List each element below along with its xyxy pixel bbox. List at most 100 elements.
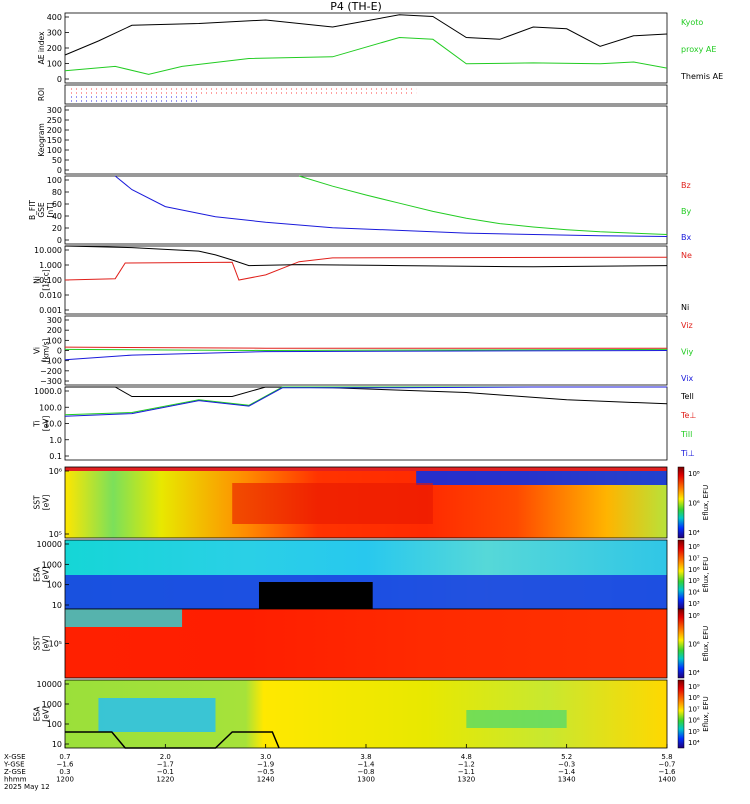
- bottom-column-value: 1340: [558, 776, 576, 784]
- sst_i-frame: [64, 466, 668, 539]
- bottom-column-value: 3.0: [260, 753, 271, 761]
- colorbar-gradient: [677, 539, 685, 610]
- bottom-column-value: −1.1: [458, 768, 475, 776]
- colorbar-tick-label: 10⁶: [688, 717, 700, 725]
- colorbar-tick-label: 10⁷: [688, 705, 700, 713]
- keogram-ylabel: Keogram: [37, 123, 46, 157]
- bottom-column-value: −1.4: [558, 768, 576, 776]
- sst-ion-top-band: [65, 467, 667, 471]
- y-tick-label: 200: [47, 126, 62, 135]
- bottom-row-label: hhmm: [4, 776, 27, 784]
- ylabel-line: ESA: [33, 566, 42, 582]
- ni-ylabel: Ni[1/cc]: [33, 269, 51, 290]
- panel-ti: 1000.0 100.0 10.0 1.0 0.1 Ti[eV] Tell Te⊥ Till Ti…: [33, 386, 696, 461]
- legend-viy: Viy: [681, 348, 694, 357]
- vi-ylabel: Vi[km/s]: [33, 338, 51, 362]
- colorbar-tick-label: 10⁴: [688, 669, 700, 677]
- legend-bx: Bx: [681, 233, 691, 242]
- ylabel-line: ROI: [37, 88, 46, 101]
- y-tick-label: −200: [40, 367, 62, 376]
- bottom-column-value: 1320: [457, 776, 475, 784]
- y-tick-label: −100: [40, 357, 62, 366]
- y-tick-label: 10: [52, 740, 62, 749]
- bfit-frame: [64, 175, 668, 245]
- colorbar-tick-label: 10⁸: [688, 470, 700, 478]
- y-tick-label: 100: [47, 336, 62, 345]
- colorbar-tick-label: 10³: [688, 600, 700, 608]
- legend-themisae: Themis AE: [680, 72, 723, 81]
- bottom-column-value: 1400: [658, 776, 676, 784]
- colorbar-tick-label: 10⁵: [688, 728, 700, 736]
- y-tick-label: 0.100: [39, 276, 62, 285]
- y-tick-label: 0: [57, 75, 62, 84]
- colorbar-tick-label: 10⁴: [688, 589, 700, 597]
- sst_i-ylabel: SST[eV]: [33, 495, 51, 511]
- colorbar-label: Eflux, EFU: [702, 485, 710, 520]
- ylabel-line: [eV]: [42, 706, 51, 722]
- y-tick-label: 100: [47, 720, 62, 729]
- colorbar-tick-label: 10⁴: [688, 529, 700, 537]
- bottom-column-value: −1.6: [659, 768, 677, 776]
- bottom-column-value: −1.6: [57, 761, 75, 769]
- legend-by: By: [681, 207, 691, 216]
- y-tick-label: 200: [47, 44, 62, 53]
- legend-proxyae: proxy AE: [681, 45, 716, 54]
- bottom-column-value: −1.7: [157, 761, 174, 769]
- y-tick-label: 1.0: [49, 436, 62, 445]
- legend-bz: Bz: [681, 181, 691, 190]
- y-tick-label: 300: [47, 316, 62, 325]
- y-tick-label: 10: [52, 601, 62, 610]
- ylabel-line: SST: [33, 495, 42, 510]
- bottom-row-label: 2025 May 12: [4, 783, 50, 791]
- y-tick-label: 1000.0: [34, 387, 62, 396]
- y-tick-label: 250: [47, 116, 62, 125]
- legend-tell: Tell: [680, 392, 694, 401]
- roi-frame: [64, 84, 668, 105]
- series-ni-ni: [64, 245, 668, 268]
- bottom-column-value: 5.8: [661, 753, 672, 761]
- ylabel-line: [eV]: [42, 416, 51, 432]
- series-ti-ti: [64, 386, 667, 417]
- y-tick-label: 10⁵: [49, 530, 62, 539]
- y-tick-label: 60: [52, 200, 62, 209]
- sst_e-ylabel: SST[eV]: [33, 636, 51, 652]
- ylabel-line: Vi: [33, 347, 42, 354]
- y-tick-label: 10.0: [44, 420, 62, 429]
- esa_e-ylabel: ESA[eV]: [33, 706, 51, 722]
- series-vi-viy: [64, 348, 668, 352]
- y-tick-label: 0.010: [39, 291, 62, 300]
- bottom-column-value: 5.2: [561, 753, 572, 761]
- y-tick-label: 50: [52, 156, 62, 165]
- colorbar-tick-label: 10⁷: [688, 554, 700, 562]
- ylabel-line: Ti: [33, 420, 42, 427]
- y-tick-label: 300: [47, 106, 62, 115]
- ylabel-line: SST: [33, 636, 42, 651]
- series-ae-themisae: [64, 14, 668, 56]
- series-ti-tell: [65, 386, 668, 405]
- bottom-column-value: −1.9: [257, 761, 274, 769]
- y-tick-label: 10000: [37, 540, 62, 549]
- bottom-column-value: 1300: [357, 776, 375, 784]
- bottom-row-label: Z-GSE: [4, 768, 26, 776]
- colorbar-tick-label: 10⁸: [688, 694, 700, 702]
- ylabel-line: [km/s]: [42, 338, 51, 362]
- legend-viz: Viz: [681, 321, 693, 330]
- ylabel-line: Ni: [33, 276, 42, 284]
- ti-frame: [64, 386, 668, 461]
- series-bfit-by: [298, 175, 668, 235]
- bottom-column-value: 3.8: [360, 753, 371, 761]
- y-tick-label: 1.000: [39, 261, 62, 270]
- y-tick-label: 100: [47, 60, 62, 69]
- y-tick-label: 300: [47, 29, 62, 38]
- legend-till: Till: [680, 430, 692, 439]
- colorbar-tick-label: 10⁴: [688, 739, 700, 747]
- series-ti-till: [64, 386, 667, 416]
- y-tick-label: 10000: [37, 680, 62, 689]
- colorbar-tick-label: 10⁶: [688, 500, 700, 508]
- y-tick-label: 400: [47, 13, 62, 22]
- plot-title: P4 (TH-E): [330, 0, 382, 13]
